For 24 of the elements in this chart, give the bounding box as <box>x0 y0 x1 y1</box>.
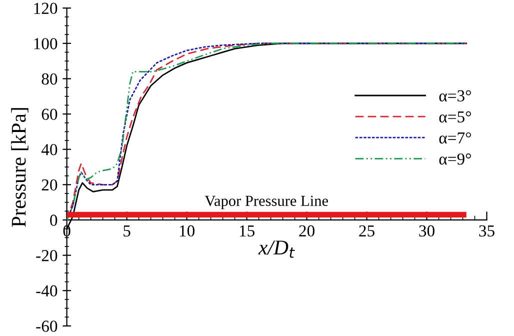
y-tick-label: -60 <box>36 320 58 332</box>
x-tick-label: 25 <box>359 225 374 237</box>
y-tick-label: 60 <box>42 108 58 120</box>
legend-label: α=7° <box>439 132 471 144</box>
x-tick-label: 15 <box>240 225 254 237</box>
legend-label: α=3° <box>439 90 471 102</box>
legend-label: α=5° <box>439 111 471 123</box>
y-tick-label: 100 <box>34 38 58 50</box>
legend-label: α=9° <box>439 153 471 165</box>
y-tick-label: 20 <box>42 179 58 191</box>
ref-line-label: Vapor Pressure Line <box>204 196 328 210</box>
y-tick-label: -20 <box>36 250 58 262</box>
y-tick-label: -40 <box>36 285 58 297</box>
x-tick-label: 35 <box>479 225 494 237</box>
y-axis-title: Pressure [kPa] <box>11 108 28 227</box>
y-tick-label: 80 <box>42 73 58 85</box>
y-tick-label: 0 <box>50 214 58 226</box>
x-tick-label: 30 <box>419 225 434 237</box>
x-tick-label: 10 <box>180 225 194 237</box>
x-axis-title: x/D$_{t}$ <box>258 240 295 258</box>
y-tick-label: 120 <box>34 2 58 14</box>
y-tick-label: 40 <box>41 144 58 156</box>
x-tick-label: 5 <box>124 225 130 237</box>
x-tick-label: 20 <box>299 225 314 237</box>
